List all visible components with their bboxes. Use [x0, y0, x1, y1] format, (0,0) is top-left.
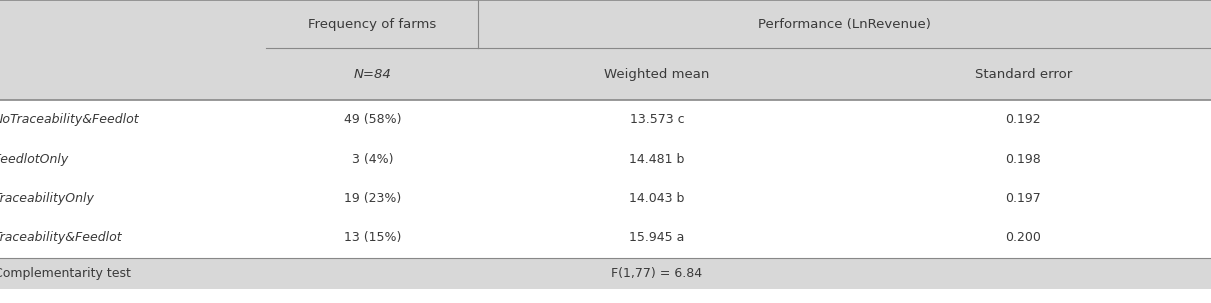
- Text: 19 (23%): 19 (23%): [344, 192, 401, 205]
- Text: 49 (58%): 49 (58%): [344, 113, 401, 126]
- Text: NoTraceability&Feedlot: NoTraceability&Feedlot: [0, 113, 139, 126]
- Text: N=84: N=84: [354, 68, 391, 81]
- Text: 14.043 b: 14.043 b: [630, 192, 684, 205]
- Text: 13 (15%): 13 (15%): [344, 231, 401, 244]
- Text: 15.945 a: 15.945 a: [630, 231, 684, 244]
- Text: TraceabilityOnly: TraceabilityOnly: [0, 192, 94, 205]
- Text: 3 (4%): 3 (4%): [351, 153, 394, 165]
- Text: Frequency of farms: Frequency of farms: [309, 18, 436, 31]
- Text: 0.200: 0.200: [1005, 231, 1041, 244]
- Text: Performance (LnRevenue): Performance (LnRevenue): [758, 18, 931, 31]
- Text: 14.481 b: 14.481 b: [630, 153, 684, 165]
- Text: 0.197: 0.197: [1005, 192, 1041, 205]
- Text: F(1,77) = 6.84: F(1,77) = 6.84: [612, 267, 702, 280]
- Text: Traceability&Feedlot: Traceability&Feedlot: [0, 231, 122, 244]
- Text: FeedlotOnly: FeedlotOnly: [0, 153, 69, 165]
- Text: Complementarity test: Complementarity test: [0, 267, 131, 280]
- Text: Weighted mean: Weighted mean: [604, 68, 710, 81]
- Text: 0.192: 0.192: [1005, 113, 1041, 126]
- Text: Standard error: Standard error: [975, 68, 1072, 81]
- Text: 0.198: 0.198: [1005, 153, 1041, 165]
- Text: 13.573 c: 13.573 c: [630, 113, 684, 126]
